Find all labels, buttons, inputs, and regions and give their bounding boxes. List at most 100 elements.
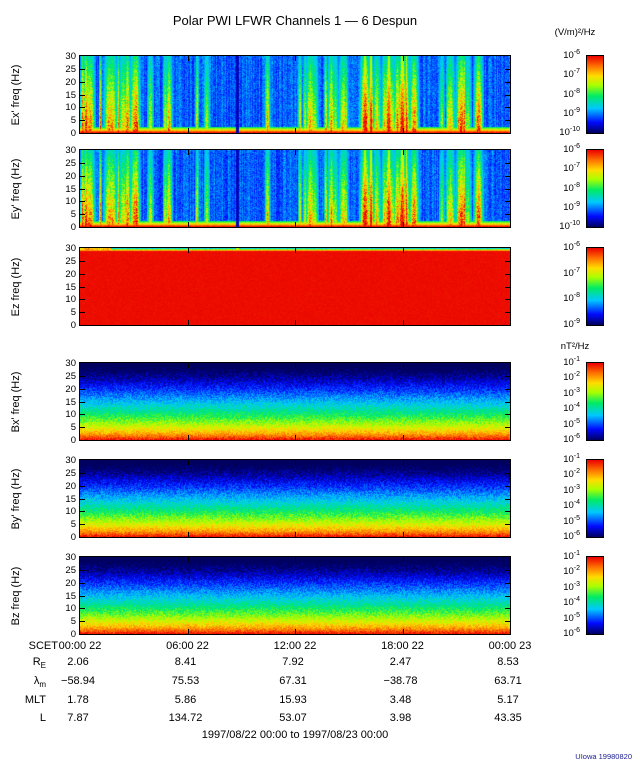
y-tickmark <box>80 68 85 70</box>
y-tick-label-bx-0: 0 <box>70 435 76 446</box>
y-tick-label-bx-15: 15 <box>65 396 76 408</box>
y-tickmark <box>505 595 510 597</box>
colorbar-ex <box>586 55 604 134</box>
x-tickmark <box>402 150 404 155</box>
colorbar-tick-bx-1: 10-2 <box>563 371 580 384</box>
y-tickmark <box>80 524 85 526</box>
y-tick-label-by-10: 10 <box>65 506 76 518</box>
colorbar-exponent: -6 <box>573 142 580 150</box>
colorbar-exponent: -4 <box>573 596 580 604</box>
row-label-re: RE <box>32 656 46 671</box>
row-value-l-3: 3.98 <box>389 712 412 724</box>
y-tickmark <box>80 188 85 190</box>
spectrogram-panel-bz <box>79 556 511 635</box>
y-axis-label-ez: Ez freq (Hz) <box>10 257 22 316</box>
colorbar-exponent: -6 <box>573 432 580 440</box>
x-tickmark <box>402 320 404 325</box>
x-tickmark <box>295 248 296 253</box>
colorbar-tick-ez-1: 10-7 <box>563 266 580 279</box>
y-tick-label-ex-15: 15 <box>65 89 76 101</box>
colorbar-tick-by-0: 10-1 <box>563 452 580 465</box>
row-value-re-1: 8.41 <box>174 656 197 668</box>
x-tickmark <box>187 56 189 61</box>
y-tick-label-bx-20: 20 <box>65 383 76 395</box>
row-value-l-1: 134.72 <box>168 712 203 724</box>
y-tick-label-by-5: 5 <box>70 519 76 531</box>
colorbar-exponent: -10 <box>569 125 580 133</box>
y-tick-label-ez-30: 30 <box>65 243 76 254</box>
y-tickmark <box>80 94 85 96</box>
colorbar-exponent: -7 <box>573 162 580 170</box>
y-tick-label-bz-15: 15 <box>65 590 76 602</box>
colorbar-exponent: -10 <box>569 219 580 227</box>
y-tickmark <box>80 608 85 610</box>
row-value-re-0: 2.06 <box>67 656 89 668</box>
y-tick-label-ey-30: 30 <box>65 145 76 156</box>
y-tickmark <box>505 414 510 416</box>
y-tick-label-bz-30: 30 <box>65 552 76 563</box>
colorbar-tick-bx-0: 10-1 <box>563 355 580 368</box>
time-tick-0: 00:00 22 <box>58 640 102 652</box>
y-tickmark <box>505 214 510 216</box>
x-tickmark <box>295 320 296 325</box>
y-tick-label-ey-15: 15 <box>65 183 76 195</box>
colorbar-exponent: -1 <box>573 452 580 460</box>
y-tickmark <box>80 569 85 571</box>
y-tick-label-bz-25: 25 <box>65 564 76 576</box>
colorbar-bz <box>586 556 604 635</box>
colorbar-tick-bx-5: 10-6 <box>563 432 580 445</box>
y-tickmark <box>80 214 85 216</box>
y-tickmark <box>80 120 85 122</box>
y-tickmark <box>505 427 510 429</box>
spectrogram-panel-ex <box>79 55 511 134</box>
y-tickmark <box>505 107 510 109</box>
row-value-mlt-2: 15.93 <box>279 694 307 706</box>
colorbar-tick-ey-3: 10-9 <box>563 200 580 213</box>
y-tickmark <box>80 162 85 164</box>
y-tick-label-bz-0: 0 <box>70 629 76 640</box>
colorbar-exponent: -7 <box>573 68 580 76</box>
spectrogram-panel-bx <box>79 362 511 441</box>
y-tick-label-ex-0: 0 <box>70 128 76 139</box>
x-tickmark <box>295 557 296 562</box>
x-tickmark <box>295 150 296 155</box>
x-tickmark <box>402 557 404 562</box>
y-tickmark <box>80 427 85 429</box>
row-value-lambda-4: 63.71 <box>494 675 522 687</box>
x-tickmark <box>187 629 189 634</box>
colorbar-tick-bz-4: 10-5 <box>563 611 580 624</box>
x-tickmark <box>295 532 296 537</box>
y-tick-label-ey-20: 20 <box>65 170 76 182</box>
colorbar-exponent: -8 <box>573 87 580 95</box>
y-tickmark <box>505 273 510 275</box>
y-tickmark <box>505 120 510 122</box>
x-tickmark <box>402 128 404 133</box>
credit-label: UIowa 19980820 <box>575 752 632 761</box>
y-tickmark <box>505 260 510 262</box>
x-tickmark <box>295 629 296 634</box>
colorbar-exponent: -7 <box>573 266 580 274</box>
y-tick-label-bx-25: 25 <box>65 370 76 382</box>
y-tickmark <box>80 498 85 500</box>
y-tick-label-by-30: 30 <box>65 455 76 466</box>
y-tick-label-ez-10: 10 <box>65 294 76 306</box>
colorbar-exponent: -2 <box>573 468 580 476</box>
y-tickmark <box>505 569 510 571</box>
colorbar-tick-bx-2: 10-3 <box>563 386 580 399</box>
colorbar-exponent: -9 <box>573 317 580 325</box>
colorbar-tick-by-4: 10-5 <box>563 514 580 527</box>
y-tickmark <box>80 299 85 301</box>
colorbar-exponent: -5 <box>573 611 580 619</box>
colorbar-tick-by-2: 10-3 <box>563 483 580 496</box>
y-tickmark <box>505 68 510 70</box>
time-tick-2: 12:00 22 <box>273 640 317 652</box>
y-tick-label-ex-25: 25 <box>65 63 76 75</box>
x-tickmark <box>187 150 189 155</box>
row-value-lambda-1: 75.53 <box>171 675 200 687</box>
x-tickmark <box>295 56 296 61</box>
y-tickmark <box>80 414 85 416</box>
y-tick-label-ey-25: 25 <box>65 157 76 169</box>
colorbar-tick-ex-1: 10-7 <box>563 68 580 81</box>
colorbar-tick-by-1: 10-2 <box>563 468 580 481</box>
